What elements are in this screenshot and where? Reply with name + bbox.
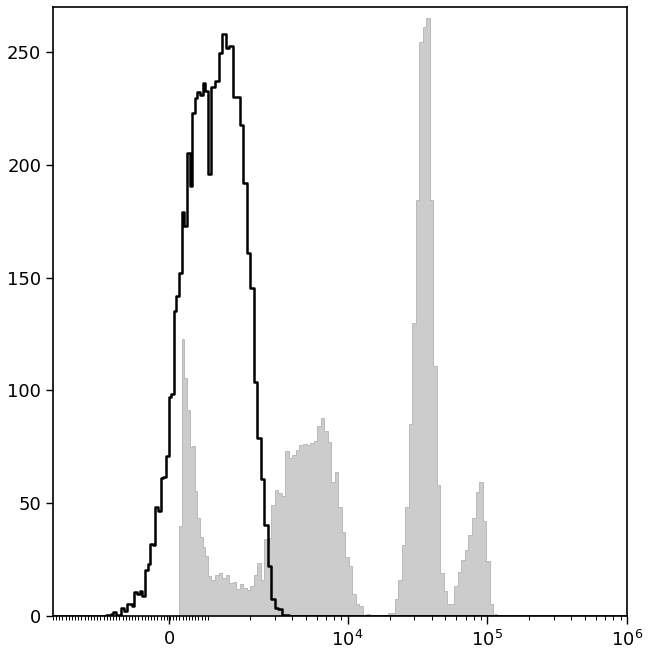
Polygon shape — [53, 18, 627, 616]
